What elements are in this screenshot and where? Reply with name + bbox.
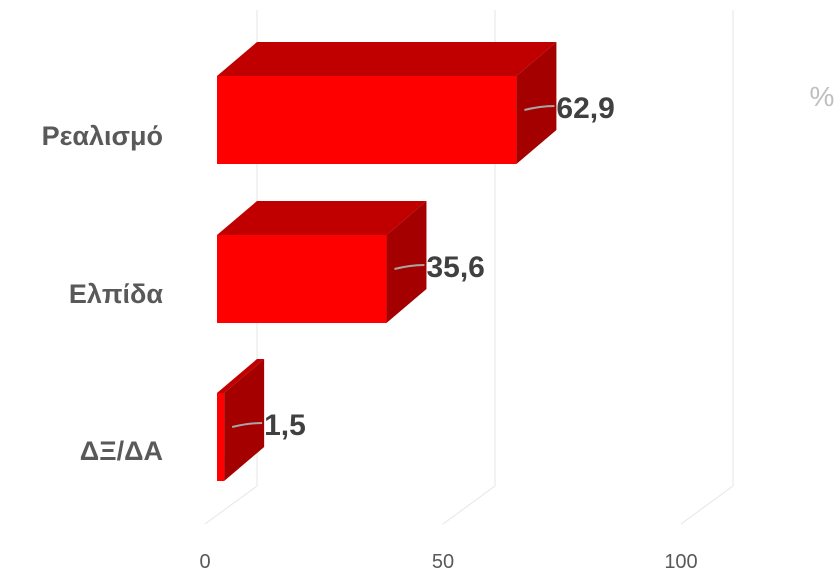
category-label: Ρεαλισμό	[42, 121, 163, 151]
data-label: 62,9	[556, 92, 614, 125]
floor-gridline	[204, 485, 258, 525]
unit-label: %	[810, 81, 835, 112]
floor-gridline	[680, 485, 734, 525]
data-label: 35,6	[426, 251, 484, 284]
category-label: Ελπίδα	[69, 279, 164, 309]
bar-side-face	[386, 201, 427, 323]
bar-top-face	[217, 359, 265, 393]
leader-line	[524, 105, 555, 111]
bar-front-face	[217, 235, 387, 323]
x-tick-label: 50	[432, 551, 454, 570]
bar-side-face	[224, 359, 265, 481]
leader-line	[231, 422, 263, 428]
floor-gridline	[442, 485, 496, 525]
labels: 0 50 100 62,9 Ρεαλισμό 35,6 Ελπίδα 1,5 ΔΞ/ΔΑ	[42, 92, 698, 570]
category-label: ΔΞ/ΔΑ	[80, 436, 163, 466]
bars	[217, 42, 557, 481]
bar-front-face	[217, 393, 225, 481]
bar	[217, 201, 427, 323]
bar-top-face	[217, 42, 557, 76]
bar	[217, 42, 557, 164]
x-tick-label: 0	[199, 551, 210, 570]
data-label: 1,5	[264, 409, 306, 442]
bar-side-face	[516, 42, 557, 164]
bar-top-face	[217, 201, 427, 235]
bar	[217, 359, 265, 481]
leader-line	[394, 264, 425, 270]
bar-front-face	[217, 76, 517, 164]
x-tick-label: 100	[664, 551, 697, 570]
